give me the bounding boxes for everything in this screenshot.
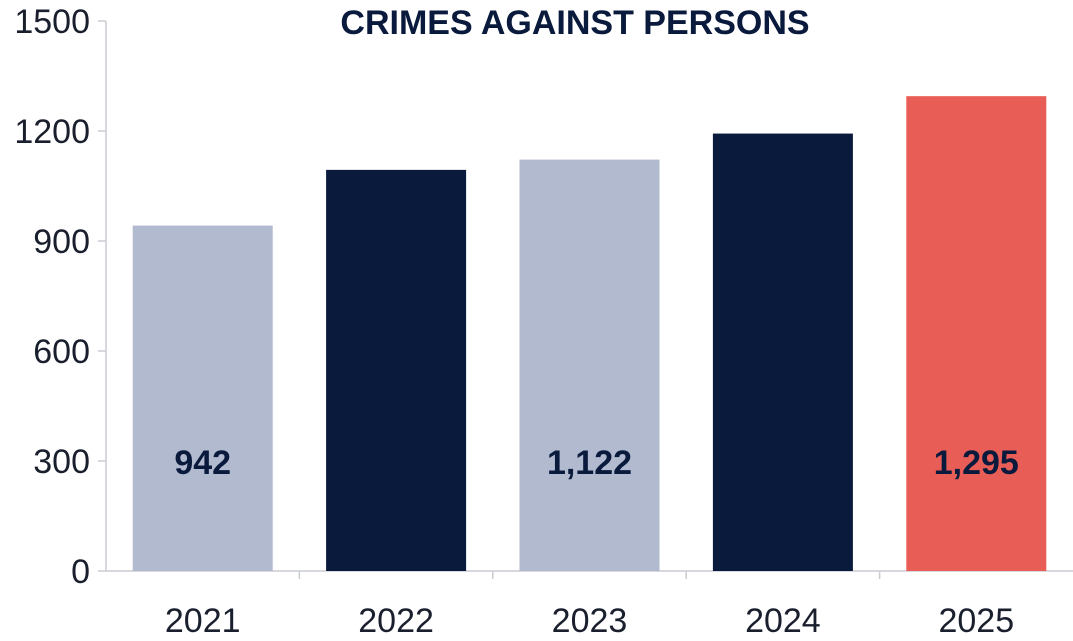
value-labels: 942 1,094 1,122 1,193 1,295 bbox=[174, 444, 1019, 482]
bar-2024 bbox=[712, 133, 853, 572]
data-label: 1,295 bbox=[934, 444, 1019, 482]
bar-series bbox=[132, 96, 1047, 572]
bar-2022 bbox=[326, 169, 467, 571]
y-tick-label: 1500 bbox=[14, 3, 90, 41]
x-tick-label: 2023 bbox=[552, 602, 628, 640]
x-tick-label: 2021 bbox=[165, 602, 241, 640]
y-tick-label: 300 bbox=[33, 443, 90, 481]
y-tick-label: 1200 bbox=[14, 113, 90, 151]
x-axis: 2021 2022 2023 2024 2025 bbox=[106, 570, 1073, 640]
x-tick-label: 2025 bbox=[938, 602, 1014, 640]
y-tick-label: 0 bbox=[71, 553, 90, 591]
y-tick-label: 600 bbox=[33, 333, 90, 371]
x-tick-label: 2024 bbox=[745, 602, 821, 640]
chart-title: CRIMES AGAINST PERSONS bbox=[340, 4, 809, 42]
data-label: 942 bbox=[174, 444, 231, 482]
y-tick-label: 900 bbox=[33, 223, 90, 261]
y-axis: 0 300 600 900 1200 1500 bbox=[14, 3, 107, 591]
data-label: 1,122 bbox=[547, 444, 632, 482]
data-label: 1,094 bbox=[354, 444, 439, 482]
bar-2025 bbox=[906, 96, 1047, 572]
x-tick-label: 2022 bbox=[358, 602, 434, 640]
bar-2021 bbox=[132, 225, 273, 571]
bar-2023 bbox=[519, 159, 660, 571]
data-label: 1,193 bbox=[740, 444, 825, 482]
